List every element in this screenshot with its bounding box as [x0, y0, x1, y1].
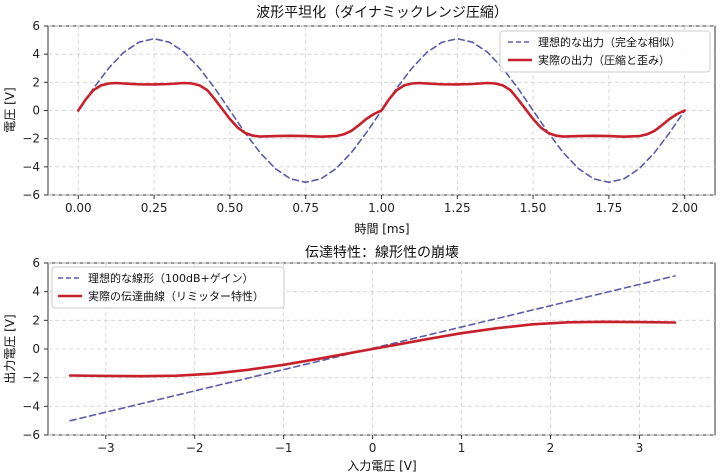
y-tick-label: −2	[22, 371, 40, 385]
y-axis-ticks: −6 −4 −2 0 2 4 6	[22, 19, 48, 202]
legend-label-actual: 実際の出力（圧縮と歪み）	[538, 53, 670, 67]
x-tick-label: 0.75	[292, 201, 319, 215]
legend-box	[51, 266, 285, 309]
x-tick-label: 0.50	[217, 201, 244, 215]
series-layer	[68, 275, 677, 422]
y-tick-label: 2	[32, 75, 40, 89]
x-tick-label: 1.25	[444, 201, 471, 215]
series-line-actual	[68, 320, 677, 378]
y-tick-label: 2	[32, 313, 40, 327]
y-axis-label: 電圧 [V]	[3, 87, 17, 132]
x-tick-label: 3	[636, 441, 644, 455]
x-tick-label: 0.00	[65, 201, 92, 215]
chart-title: 波形平坦化（ダイナミックレンジ圧縮）	[256, 5, 508, 21]
legend: 理想的な出力（完全な相似） 実際の出力（圧縮と歪み）	[499, 30, 711, 73]
x-tick-label: 0	[369, 441, 377, 455]
x-axis-label: 時間 [ms]	[354, 222, 409, 236]
chart-transfer: 伝達特性：線形性の崩壊 −3 −2 −1 0 1 2 3 −6 −4 −2 0 2 4 6 入力電圧 […	[3, 245, 716, 473]
x-tick-label: 0.25	[141, 201, 168, 215]
y-tick-label: 6	[32, 19, 40, 33]
y-tick-label: 4	[32, 47, 40, 61]
x-axis-ticks: 0.00 0.25 0.50 0.75 1.00 1.25 1.50 1.75 2.00	[65, 195, 698, 215]
x-tick-label: −3	[97, 441, 115, 455]
x-tick-label: 1.50	[520, 201, 547, 215]
y-tick-label: −2	[22, 132, 40, 146]
y-tick-label: 0	[32, 104, 40, 118]
x-tick-label: 2	[547, 441, 555, 455]
x-tick-label: −2	[186, 441, 204, 455]
y-tick-label: −4	[22, 399, 40, 413]
chart-title: 伝達特性：線形性の崩壊	[305, 245, 459, 261]
legend-box	[499, 30, 711, 73]
x-tick-label: −1	[275, 441, 293, 455]
y-tick-label: 0	[32, 342, 40, 356]
x-axis-label: 入力電圧 [V]	[347, 459, 416, 473]
x-axis-ticks: −3 −2 −1 0 1 2 3	[97, 435, 643, 455]
series-line-actual	[77, 81, 686, 138]
legend-label-ideal: 理想的な出力（完全な相似）	[538, 35, 681, 49]
x-tick-label: 2.00	[671, 201, 698, 215]
y-tick-label: −6	[22, 188, 40, 202]
y-tick-label: 4	[32, 285, 40, 299]
y-tick-label: 6	[32, 256, 40, 270]
series-layer	[77, 37, 686, 184]
x-tick-label: 1	[458, 441, 466, 455]
y-axis-ticks: −6 −4 −2 0 2 4 6	[22, 256, 48, 442]
y-axis-label: 出力電圧 [V]	[3, 314, 17, 383]
y-tick-label: −6	[22, 428, 40, 442]
y-tick-label: −4	[22, 160, 40, 174]
x-tick-label: 1.75	[596, 201, 623, 215]
legend-label-actual: 実際の伝達曲線（リミッター特性）	[88, 289, 264, 303]
legend: 理想的な線形（100dB+ゲイン） 実際の伝達曲線（リミッター特性）	[51, 266, 285, 309]
legend-label-ideal: 理想的な線形（100dB+ゲイン）	[88, 271, 254, 285]
x-tick-label: 1.00	[368, 201, 395, 215]
chart-waveform: 波形平坦化（ダイナミックレンジ圧縮） 0.00 0.25 0.50 0.75 1.00 1…	[3, 5, 716, 236]
